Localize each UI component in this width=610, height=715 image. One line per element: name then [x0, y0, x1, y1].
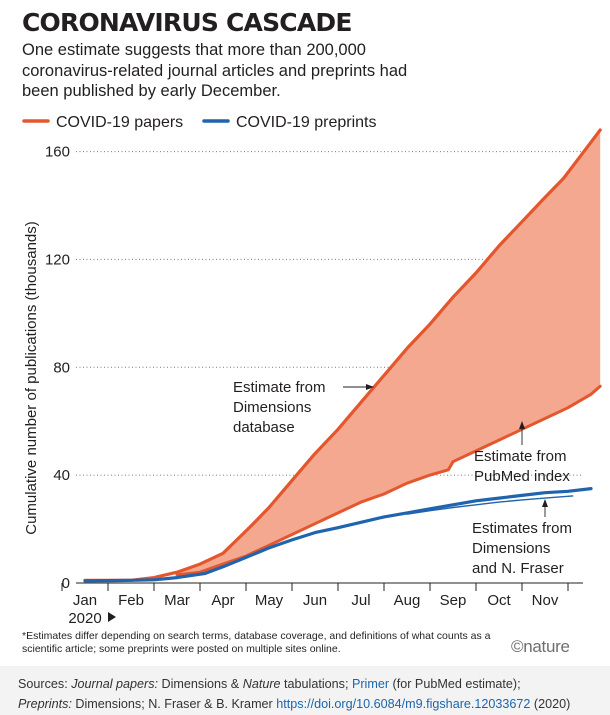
- annotation-dimensions: Estimate from Dimensions database: [233, 379, 374, 436]
- legend-preprints-label: COVID-19 preprints: [236, 114, 377, 131]
- year-arrow-icon: [108, 612, 116, 622]
- sources-prefix: Sources:: [18, 677, 72, 691]
- sources-journal-text: Dimensions &: [158, 677, 243, 691]
- annotation-pubmed-line2: PubMed index: [474, 468, 570, 485]
- series-line-preprints-dimensions: [83, 487, 593, 583]
- arrowhead-icon: [542, 499, 548, 507]
- sources-preprints-text: Dimensions; N. Fraser & B. Kramer: [71, 697, 277, 711]
- x-tick-label: Feb: [118, 592, 144, 609]
- series-line-papers-dimensions: [83, 128, 602, 582]
- x-tick-label: Jan: [73, 592, 97, 609]
- y-axis-title: Cumulative number of publications (thous…: [23, 221, 40, 535]
- sources-preprints-label: Preprints:: [18, 697, 72, 711]
- sources-journal-label: Journal papers:: [71, 677, 159, 691]
- footnote: *Estimates differ depending on search te…: [22, 630, 491, 655]
- annotation-dimensions-line1: Estimate from: [233, 379, 326, 396]
- band-layer: [177, 130, 601, 575]
- arrowhead-icon: [519, 421, 525, 429]
- x-tick-label: Sep: [440, 592, 467, 609]
- x-tick-label: Oct: [487, 592, 511, 609]
- x-tick-label: Aug: [394, 592, 421, 609]
- doi-link[interactable]: https://doi.org/10.6084/m9.figshare.1203…: [276, 697, 531, 711]
- series-line-papers-pubmed: [175, 384, 602, 577]
- chart-subtitle: One estimate suggests that more than 200…: [22, 41, 408, 100]
- estimate-range-band: [177, 130, 601, 575]
- sources-text: Sources: Journal papers: Dimensions & Na…: [18, 674, 570, 714]
- annotation-fraser-line3: and N. Fraser: [472, 560, 564, 577]
- axis-layer: 0 40 80 120 160 Jan Feb Mar Apr May Jun Jul Aug Sep Oc…: [45, 144, 583, 627]
- annotation-fraser: Estimates from Dimensions and N. Fraser: [472, 499, 572, 577]
- legend: COVID-19 papers COVID-19 preprints: [22, 114, 377, 131]
- annotation-dimensions-line3: database: [233, 419, 295, 436]
- y-tick-label: 80: [53, 359, 70, 376]
- legend-papers-label: COVID-19 papers: [56, 114, 183, 131]
- sources-panel: Sources: Journal papers: Dimensions & Na…: [0, 666, 610, 715]
- sources-primer-note: (for PubMed estimate);: [389, 677, 521, 691]
- x-tick-label: Nov: [532, 592, 559, 609]
- annotation-dimensions-line2: Dimensions: [233, 399, 311, 416]
- sources-journal-text2: tabulations;: [280, 677, 352, 691]
- grid-layer: [76, 151, 583, 476]
- x-tick-label: Jun: [303, 592, 327, 609]
- nature-logo: ©nature: [511, 637, 570, 656]
- sources-year: (2020): [530, 697, 571, 711]
- annotation-fraser-line1: Estimates from: [472, 520, 572, 537]
- x-tick-label: Jul: [351, 592, 370, 609]
- y-tick-label: 40: [53, 467, 70, 484]
- series-line-preprints-fraser: [406, 495, 574, 515]
- annotation-pubmed: Estimate from PubMed index: [474, 421, 570, 485]
- series-layer: [83, 128, 602, 583]
- annotation-pubmed-line1: Estimate from: [474, 448, 567, 465]
- x-tick-label: May: [255, 592, 284, 609]
- y-tick-label: 0: [62, 575, 70, 592]
- arrowhead-icon: [366, 384, 374, 390]
- x-tick-label: Mar: [164, 592, 190, 609]
- chart-area: COVID-19 papers COVID-19 preprints Cumul…: [22, 114, 602, 627]
- sources-nature-word: Nature: [242, 677, 281, 691]
- primer-link[interactable]: Primer: [351, 677, 390, 691]
- x-tick-label: Apr: [211, 592, 234, 609]
- annotation-fraser-line2: Dimensions: [472, 540, 550, 557]
- chart-title: CORONAVIRUS CASCADE: [22, 8, 352, 37]
- y-tick-label: 120: [45, 251, 70, 268]
- year-label: 2020: [68, 610, 101, 627]
- y-tick-label: 160: [45, 144, 70, 161]
